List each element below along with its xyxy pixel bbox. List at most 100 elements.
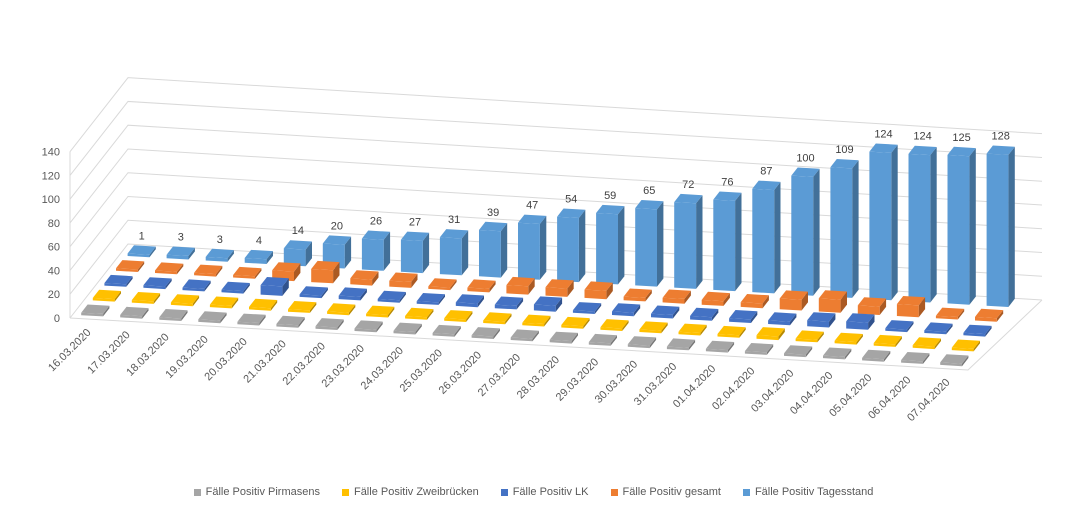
- bar: [912, 337, 941, 350]
- bar: [901, 352, 930, 364]
- bar: [690, 307, 719, 321]
- bar: [81, 304, 110, 317]
- legend-item: Fälle Positiv Tagesstand: [742, 486, 874, 498]
- legend-item: Fälle Positiv gesamt: [610, 486, 721, 498]
- data-label: 109: [835, 144, 853, 156]
- bar: [260, 277, 289, 296]
- data-label: 4: [256, 235, 262, 247]
- y-tick-label: 60: [48, 242, 60, 254]
- legend-swatch: [742, 488, 750, 496]
- data-label: 125: [952, 132, 970, 144]
- legend-item: Fälle Positiv Zweibrücken: [341, 486, 479, 498]
- bar: [549, 331, 578, 344]
- data-label: 27: [409, 217, 421, 229]
- bar: [467, 279, 496, 293]
- bar: [588, 333, 617, 346]
- legend-swatch: [610, 488, 618, 496]
- bar: [405, 307, 434, 320]
- bar: [834, 332, 863, 345]
- bar: [862, 349, 891, 362]
- data-label: 1: [139, 230, 145, 242]
- chart-3d-column: 0 20 40 60 80 100 120 140 1 3 3 4 14 20 26 27 31 39 47 54 5…: [42, 77, 1043, 424]
- y-tick-label: 40: [48, 265, 60, 277]
- bar: [584, 281, 613, 300]
- bar: [713, 191, 742, 292]
- bar: [823, 347, 852, 360]
- bar: [678, 323, 707, 336]
- bar: [744, 343, 774, 355]
- data-label: 76: [721, 177, 733, 189]
- legend-label: Fälle Positiv Tagesstand: [754, 486, 874, 498]
- bar: [432, 324, 461, 337]
- bar: [389, 272, 418, 288]
- bar: [830, 159, 859, 298]
- bar: [561, 316, 590, 329]
- data-label: 124: [913, 131, 931, 143]
- bar: [479, 221, 508, 278]
- bar: [740, 294, 769, 309]
- bar: [596, 204, 625, 285]
- data-label: 3: [217, 234, 223, 246]
- bar: [940, 354, 969, 367]
- bar: [205, 248, 234, 262]
- bar: [600, 319, 629, 331]
- bar: [533, 296, 563, 312]
- bar: [729, 310, 758, 323]
- gridline: [69, 124, 1043, 200]
- bar: [209, 296, 239, 309]
- bar: [752, 180, 781, 294]
- legend-label: Fälle Positiv LK: [512, 486, 589, 498]
- bar: [935, 307, 965, 320]
- bar: [986, 145, 1015, 307]
- bar: [857, 297, 887, 315]
- bar: [506, 276, 535, 295]
- bar: [233, 266, 262, 279]
- bar: [237, 313, 266, 326]
- bar: [947, 146, 976, 305]
- data-label: 14: [292, 225, 304, 237]
- data-label: 47: [526, 200, 538, 212]
- bar: [455, 294, 484, 308]
- bar: [662, 289, 691, 304]
- bar: [518, 214, 547, 280]
- bar: [623, 288, 652, 302]
- bar: [522, 314, 551, 327]
- bar: [612, 303, 641, 317]
- bar: [784, 345, 813, 358]
- bar: [354, 320, 383, 333]
- y-tick-label: 0: [54, 313, 60, 325]
- bar: [159, 309, 188, 321]
- bar: [350, 270, 379, 286]
- bar: [818, 290, 847, 313]
- bar: [651, 305, 680, 319]
- legend: Fälle Positiv Pirmasens Fälle Positiv Zwe…: [0, 486, 1067, 498]
- bar: [221, 281, 250, 294]
- y-tick-label: 20: [48, 289, 60, 301]
- legend-label: Fälle Positiv Pirmasens: [205, 486, 320, 498]
- legend-swatch: [341, 488, 349, 496]
- bar: [779, 290, 808, 311]
- bar: [674, 193, 703, 289]
- bar: [557, 208, 586, 283]
- bar: [276, 315, 305, 328]
- data-label: 26: [370, 216, 382, 228]
- bar: [155, 262, 184, 275]
- bar: [428, 278, 457, 291]
- bar: [315, 318, 344, 330]
- bar: [510, 329, 539, 342]
- bar: [377, 290, 406, 303]
- bar: [483, 312, 512, 325]
- y-tick-label: 140: [42, 147, 60, 159]
- bar: [807, 312, 836, 328]
- bar: [471, 327, 500, 339]
- bar: [908, 145, 937, 303]
- bar: [635, 200, 664, 287]
- legend-swatch: [193, 488, 201, 496]
- bar: [439, 229, 469, 276]
- gridline: [69, 100, 1043, 176]
- bar: [400, 231, 430, 274]
- bar: [545, 279, 574, 297]
- bar: [444, 310, 473, 322]
- data-label: 20: [331, 220, 343, 232]
